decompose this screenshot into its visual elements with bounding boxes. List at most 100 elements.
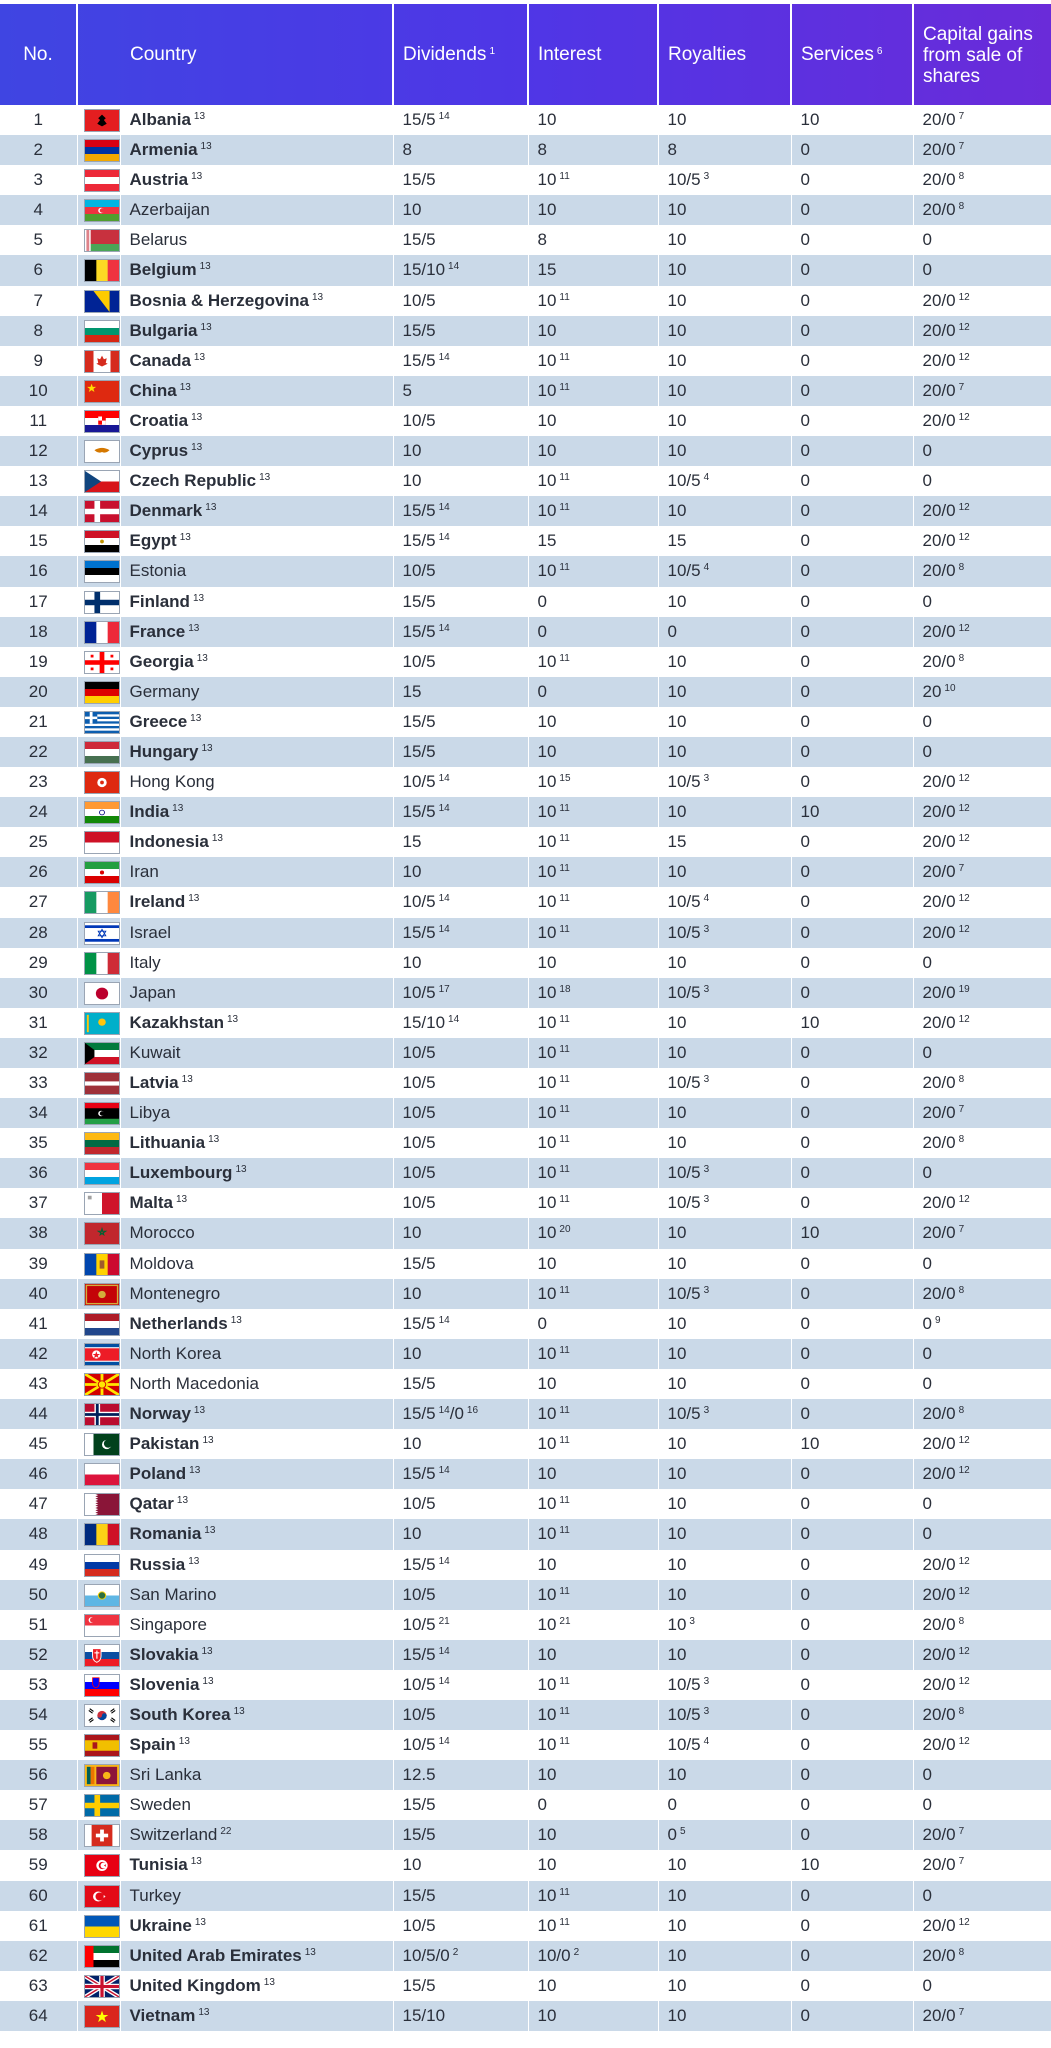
flag-cell [77,1068,121,1099]
flag-cell [77,706,121,737]
interest-cell: 10 11 [528,1338,659,1369]
country-cell: Finland 13 [120,586,394,617]
interest-cell: 10 11 [528,917,659,948]
services-cell: 0 [791,1579,914,1610]
services-cell: 0 [791,857,914,888]
div-value: 15/5 [402,1404,436,1424]
div-value: 10/5 [402,410,436,430]
flag-gb-icon [83,1974,119,1999]
country-cell: United Arab Emirates 13 [120,1940,394,1971]
int-footnote: 11 [559,1675,570,1687]
royalties-cell: 10 [658,736,792,768]
country-name: Kuwait [129,1042,181,1062]
flag-cell [77,1910,121,1941]
cap-value: 20/0 [922,1464,956,1484]
flag-qa-icon [83,1493,119,1517]
table-row: 2 Armenia 13 8 8 8 0 20/0 7 [0,135,1051,166]
roy-value: 10 [667,1313,687,1333]
flag-ee-icon [83,560,119,584]
cap-footnote: 12 [958,1736,970,1748]
int-footnote: 11 [559,1104,570,1116]
flag-pk-icon [83,1433,119,1457]
interest-cell: 10 11 [528,1188,659,1219]
cap-value: 20/0 [922,1614,956,1634]
services-cell: 0 [791,586,914,617]
int-value: 10 [537,1855,557,1875]
int-value: 10 [537,772,557,792]
dividends-cell: 10/5 [393,1579,529,1610]
flag-cell [77,1519,121,1550]
flag-lt-icon [83,1132,119,1156]
royalties-cell: 10 [658,1970,792,2001]
roy-value: 10 [667,380,687,400]
int-value: 10 [537,892,557,912]
country-footnote: 13 [233,1705,245,1717]
cap-value: 20/0 [922,320,956,340]
interest-cell: 10 [528,1248,659,1279]
flag-ru-icon [83,1553,119,1577]
roy-value: 10 [667,1614,687,1634]
roy-value: 10/5 [667,1283,701,1303]
flag-nl-icon [83,1312,119,1336]
cap-footnote: 7 [958,381,965,393]
country-cell: Croatia 13 [120,405,394,437]
row-number: 39 [0,1248,78,1279]
country-name: Poland [129,1464,187,1484]
dividends-cell: 15/5 14/0 16 [393,1399,529,1430]
table-row: 44 Norway 13 15/5 14/0 16 10 11 10/5 3 0 20/0 8 [0,1399,1051,1430]
table-row: 62 United Arab Emirates 13 10/5/0 2 10/0 2 10 0 2… [0,1940,1051,1971]
flag-tn-icon [83,1854,119,1878]
row-number: 45 [0,1429,78,1460]
dividends-cell: 15/5 14 [393,616,529,647]
int-footnote: 11 [559,652,570,664]
table-row: 58 Switzerland 22 15/5 10 0 5 0 20/0 7 [0,1820,1051,1851]
interest-cell: 10 [528,1639,659,1670]
country-cell: Sweden [120,1790,394,1821]
cap-value: 20/0 [922,170,956,190]
country-name: San Marino [129,1584,217,1604]
cap-footnote: 12 [958,291,970,303]
roy-value: 10/5 [667,1073,701,1092]
services-cell: 10 [791,1007,914,1038]
country-cell: Tunisia 13 [120,1850,394,1881]
div-value: 10/5 [402,1163,436,1183]
country-cell: Japan [120,977,394,1008]
int-value: 10 [537,110,557,129]
capital-gains-cell: 0 [913,1339,1051,1369]
int-value: 10 [537,1042,557,1062]
country-name: Pakistan [129,1434,200,1454]
dividends-cell: 15/5 14 [393,105,529,136]
services-cell: 0 [791,977,914,1008]
country-cell: Libya [120,1098,394,1129]
cap-footnote: 8 [958,1074,965,1085]
int-value: 0 [537,1313,547,1333]
int-value: 10 [537,802,557,822]
capital-gains-cell: 20/0 12 [913,526,1051,556]
country-footnote: 13 [199,261,211,273]
flag-cell [77,1669,121,1700]
dividends-cell: 10 [393,195,529,226]
dividends-cell: 8 [393,135,529,166]
flag-cell [77,736,121,768]
row-number: 7 [0,285,78,316]
cap-value: 20/0 [922,1704,956,1724]
royalties-cell: 10/5 4 [658,556,792,587]
row-number: 4 [0,195,78,226]
div-value: 15/5 [402,711,436,731]
table-row: 8 Bulgaria 13 15/5 10 10 0 20/0 12 [0,315,1051,346]
int-footnote: 2 [573,1946,580,1958]
capital-gains-cell: 0 [913,1881,1051,1911]
div-value: 15/10 [402,1012,446,1032]
row-number: 55 [0,1730,78,1761]
country-name: China [129,380,177,400]
country-name: Armenia [129,140,198,160]
interest-cell: 10 11 [528,1699,659,1731]
dividends-cell: 10 [393,1519,529,1550]
header-dividends-footnote: 1 [489,45,495,57]
flag-eg-icon [83,530,119,554]
dividends-cell: 15/5 [393,706,529,737]
div-value: 10 [402,1283,422,1303]
royalties-cell: 10/5 4 [658,887,792,918]
int-value: 10 [537,922,557,942]
royalties-cell: 10 [658,676,792,707]
